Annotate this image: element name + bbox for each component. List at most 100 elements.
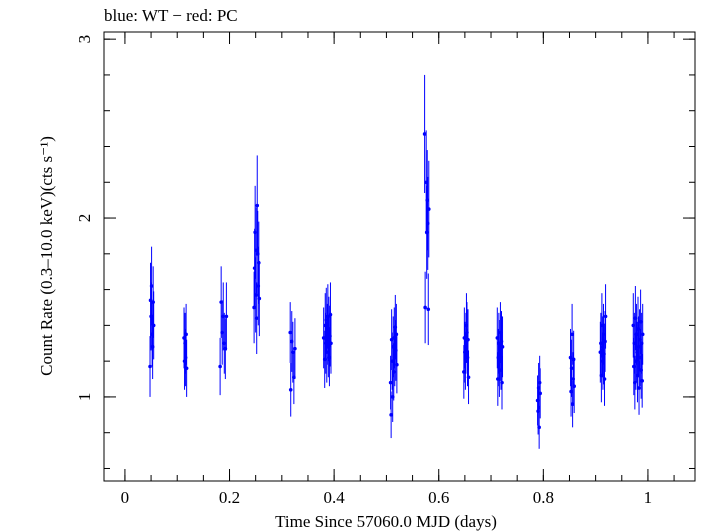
data-point (151, 323, 156, 328)
x-axis-tick-labels: 0 0.2 0.4 0.6 0.8 1 (121, 488, 653, 507)
data-point (292, 375, 296, 380)
data-point (328, 312, 333, 317)
data-point (569, 389, 573, 394)
data-point (571, 377, 575, 381)
data-point (221, 314, 226, 319)
plot-frame (103, 31, 696, 482)
x-tick-label: 1 (644, 488, 653, 507)
data-point (184, 332, 188, 337)
data-point (568, 355, 573, 360)
data-point (389, 413, 393, 417)
data-point (572, 384, 576, 388)
data-points (148, 132, 645, 430)
data-point (325, 332, 330, 337)
data-point (571, 357, 576, 362)
data-point (495, 336, 500, 340)
x-axis-ticks (124, 32, 675, 481)
data-point (640, 379, 644, 383)
data-point (323, 323, 328, 328)
data-point (500, 380, 504, 385)
data-point (631, 323, 636, 328)
y-axis-ticks (104, 38, 695, 469)
data-point (638, 319, 643, 324)
data-point (149, 284, 154, 288)
data-point (183, 341, 187, 346)
data-point (462, 370, 466, 374)
data-point (395, 362, 399, 367)
data-point (219, 300, 223, 304)
data-point (148, 298, 153, 303)
y-tick-label: 3 (75, 35, 94, 44)
data-point (389, 337, 394, 342)
x-tick-label: 0.6 (428, 488, 449, 507)
x-tick-label: 0.8 (533, 488, 554, 507)
data-point (289, 339, 294, 344)
data-point (538, 391, 542, 396)
data-point (391, 345, 396, 349)
data-point (637, 337, 642, 342)
x-axis-label: Time Since 57060.0 MJD (days) (275, 512, 497, 531)
data-point (499, 359, 503, 363)
data-point (324, 318, 329, 322)
y-tick-label: 2 (75, 214, 94, 223)
data-point (599, 373, 604, 378)
data-point (601, 332, 606, 337)
data-point (224, 314, 229, 319)
data-point (598, 350, 603, 355)
data-point (637, 386, 641, 390)
data-point (463, 350, 467, 355)
data-point (182, 359, 187, 363)
data-point (500, 345, 505, 349)
data-point (390, 359, 394, 363)
data-point (322, 357, 327, 362)
data-point (388, 380, 393, 385)
data-point (288, 387, 293, 392)
data-point (570, 332, 574, 337)
data-point (327, 327, 331, 331)
data-point (327, 355, 332, 360)
data-point (257, 296, 262, 301)
data-point (603, 314, 608, 319)
data-point (288, 330, 292, 335)
data-point (633, 380, 637, 385)
data-point (634, 332, 639, 337)
data-point (252, 266, 257, 270)
data-point (599, 341, 603, 346)
data-point (293, 346, 297, 351)
data-point (254, 316, 259, 321)
data-point (536, 386, 541, 390)
data-point (394, 348, 398, 353)
data-point (321, 336, 326, 340)
data-point (635, 373, 640, 378)
data-point (499, 339, 504, 344)
data-point (257, 260, 261, 265)
data-point (328, 334, 332, 338)
data-point (570, 402, 575, 406)
data-point (182, 336, 186, 340)
data-point (463, 359, 468, 363)
data-point (393, 325, 398, 329)
data-point (323, 341, 328, 346)
data-point (636, 327, 640, 331)
data-point (291, 350, 295, 355)
data-point (635, 350, 639, 355)
data-point (462, 336, 467, 340)
data-point (253, 230, 257, 235)
data-point (392, 336, 397, 340)
data-point (537, 380, 542, 385)
data-point (632, 341, 637, 346)
data-point (464, 341, 468, 346)
data-point (537, 425, 541, 430)
data-point (497, 341, 501, 346)
data-point (329, 341, 333, 346)
data-point (255, 203, 260, 208)
data-point (252, 305, 256, 310)
data-point (536, 409, 540, 414)
error-bars (149, 74, 644, 449)
data-point (150, 345, 155, 349)
data-point (424, 180, 428, 185)
data-point (425, 198, 430, 202)
data-point (603, 339, 607, 344)
data-point (223, 346, 228, 351)
